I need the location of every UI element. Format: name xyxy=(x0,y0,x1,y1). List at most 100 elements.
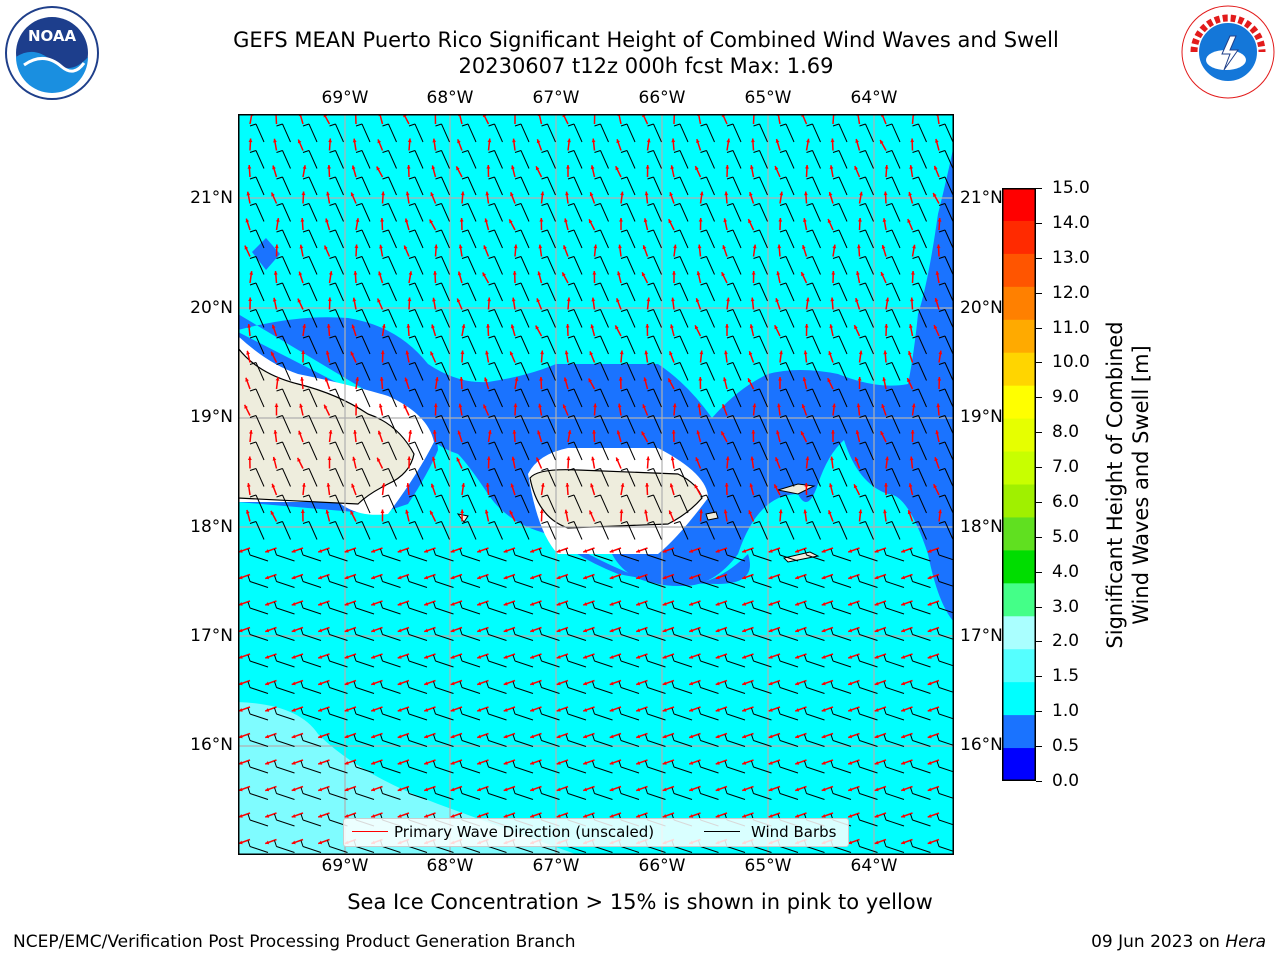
wave-arrow-head xyxy=(556,681,561,686)
wave-arrow-head xyxy=(881,245,886,249)
wave-arrow-head xyxy=(609,655,614,659)
wind-barb xyxy=(830,787,852,800)
wind-barb xyxy=(806,176,821,196)
wave-arrow-head xyxy=(854,325,858,330)
wind-barb xyxy=(461,309,477,328)
wind-barb xyxy=(777,681,799,694)
wave-arrow-head xyxy=(662,734,667,739)
wind-barb xyxy=(594,494,609,514)
wind-barb xyxy=(541,494,556,514)
wind-barb xyxy=(488,123,503,143)
wind-barb xyxy=(435,282,450,302)
wind-barb xyxy=(302,282,318,302)
wave-arrow-head xyxy=(556,628,561,633)
wave-arrow-head xyxy=(456,457,461,462)
wind-barb xyxy=(274,734,295,747)
wind-barb xyxy=(859,388,874,408)
wave-arrow-head xyxy=(670,456,675,461)
wave-arrow-head xyxy=(350,510,354,515)
wave-arrow-head xyxy=(530,549,535,553)
wave-arrow-head xyxy=(934,165,938,170)
wind-barb xyxy=(276,176,291,196)
wind-barb xyxy=(302,123,318,143)
wind-barb xyxy=(671,575,693,588)
wind-barb xyxy=(647,229,662,249)
wave-arrow-head xyxy=(536,139,541,144)
wind-barb xyxy=(724,575,746,588)
wind-barb xyxy=(565,628,587,641)
wave-arrow-head xyxy=(503,708,508,712)
wind-barb xyxy=(327,601,348,615)
wind-barb xyxy=(249,256,265,275)
colorbar-tick-mark xyxy=(1036,571,1042,573)
wind-barb xyxy=(779,362,795,381)
wave-arrow-head xyxy=(371,761,376,765)
wind-barb xyxy=(779,203,795,222)
lat-label-right: 21°N xyxy=(960,188,1003,208)
wave-arrow-head xyxy=(593,403,597,408)
wind-barb xyxy=(910,760,931,774)
wind-barb xyxy=(883,840,905,853)
wave-arrow-head xyxy=(776,430,780,435)
wave-arrow-head xyxy=(722,245,726,250)
wind-barb xyxy=(938,521,954,540)
wave-arrow-head xyxy=(848,549,853,553)
wind-barb xyxy=(883,787,905,800)
wind-barb xyxy=(883,575,905,588)
wave-arrow-head xyxy=(668,378,672,383)
wind-barb xyxy=(302,468,318,487)
wave-arrow-head xyxy=(775,457,779,462)
wave-arrow-head xyxy=(821,814,826,818)
wind-barb xyxy=(302,388,318,408)
wind-barb xyxy=(486,654,507,668)
wind-barb xyxy=(565,681,587,694)
wave-arrow-head xyxy=(344,814,349,818)
wave-arrow-head xyxy=(539,509,544,514)
wind-barb xyxy=(938,256,954,275)
wind-barb xyxy=(859,441,874,461)
wind-barb xyxy=(276,229,291,249)
wave-arrow-head xyxy=(424,575,429,580)
wave-arrow-head xyxy=(830,138,835,143)
wave-arrow-head xyxy=(274,403,279,407)
wave-arrow-head xyxy=(503,602,508,606)
wave-arrow-head xyxy=(540,350,544,355)
wind-barb xyxy=(329,494,344,514)
wave-arrow-head xyxy=(742,628,747,633)
wind-barb xyxy=(938,203,954,222)
wave-arrow-head xyxy=(291,655,296,659)
wind-barb xyxy=(459,548,481,562)
wave-direction-label: Primary Wave Direction (unscaled) xyxy=(394,823,655,841)
wave-arrow-head xyxy=(297,457,301,462)
wind-barb xyxy=(724,548,746,562)
wave-arrow-head xyxy=(238,549,243,553)
wave-arrow-head xyxy=(828,510,832,515)
wave-arrow-head xyxy=(556,761,561,765)
wave-arrow-head xyxy=(589,510,593,515)
wind-barb xyxy=(380,787,401,800)
wave-arrow-head xyxy=(821,734,826,739)
wave-arrow-head xyxy=(723,218,728,223)
wind-barb xyxy=(700,150,715,169)
wind-barb xyxy=(249,468,265,487)
wave-arrow-head xyxy=(618,377,623,381)
wind-barb xyxy=(355,123,371,143)
wind-barb xyxy=(647,494,662,514)
wave-arrow-head xyxy=(768,681,773,686)
wave-arrow-head xyxy=(450,734,455,739)
wave-arrow-head xyxy=(509,219,513,224)
wind-barb xyxy=(512,654,534,668)
wind-barb xyxy=(461,256,477,275)
wave-arrow-head xyxy=(874,734,879,739)
wind-barb xyxy=(249,494,265,514)
wind-barb xyxy=(859,123,874,143)
wave-arrow-head xyxy=(854,166,858,170)
wind-barb xyxy=(700,176,715,196)
colorbar-label-line: Wind Waves and Swell [m] xyxy=(1129,345,1153,625)
wave-arrow-head xyxy=(424,814,429,818)
wind-barb xyxy=(857,840,878,853)
wind-barb xyxy=(883,654,905,668)
wind-barb xyxy=(779,176,795,196)
lat-label-right: 16°N xyxy=(960,735,1003,755)
lon-label-top: 69°W xyxy=(321,88,369,108)
